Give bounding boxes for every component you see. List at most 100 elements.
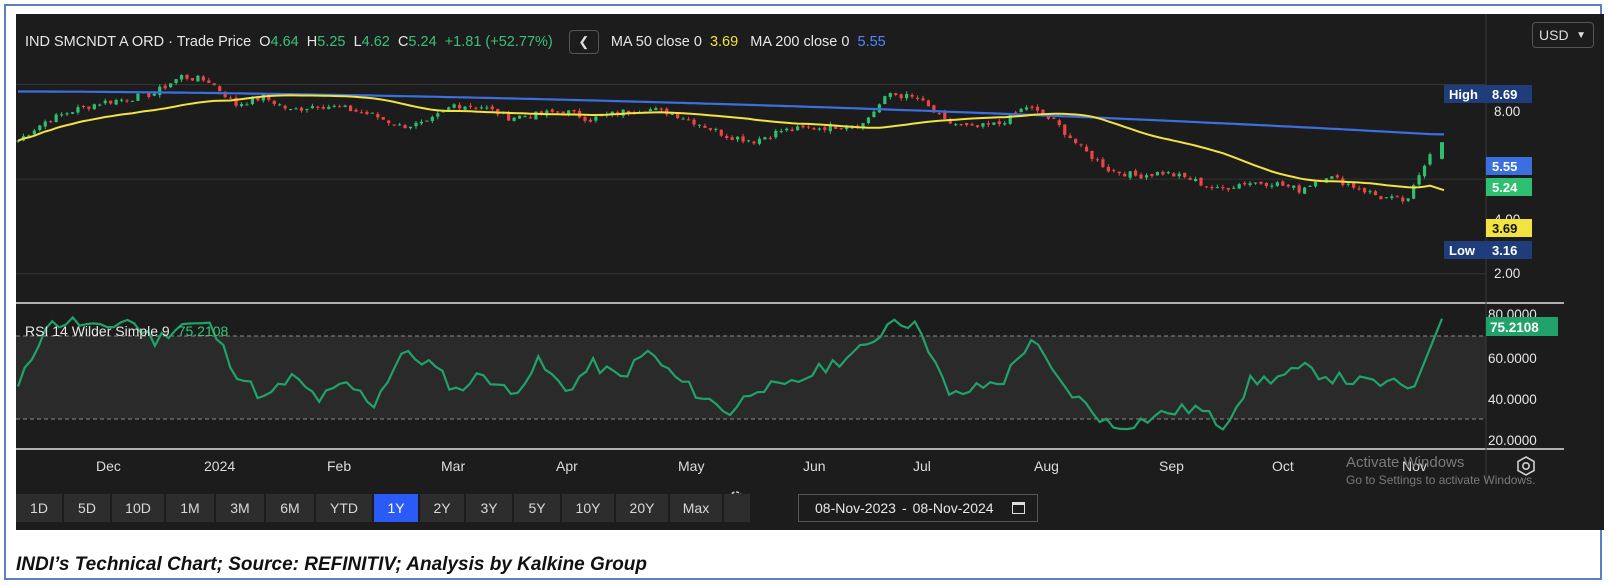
- rsi-label: RSI 14 Wilder Simple 9: [25, 323, 170, 339]
- candle: [834, 124, 838, 129]
- range-20y-button[interactable]: 20Y: [616, 494, 668, 522]
- candle: [697, 124, 702, 126]
- range-1m-button[interactable]: 1M: [166, 494, 214, 522]
- candle: [741, 136, 745, 142]
- candle: [92, 104, 96, 110]
- candle: [419, 121, 424, 124]
- candle: [1253, 182, 1258, 184]
- image-frame: 8.00 4.00 2.00 High 8.69 5.55 5.24 3.69 …: [4, 4, 1604, 580]
- instrument-title: IND SMCNDT A ORD · Trade Price: [25, 33, 252, 50]
- candle: [1292, 185, 1296, 188]
- candle: [370, 112, 374, 114]
- last-candle: [1440, 142, 1444, 159]
- candle: [1117, 171, 1121, 174]
- candle: [676, 113, 680, 119]
- candle: [1172, 173, 1176, 177]
- date-range-picker[interactable]: 08-Nov-2023-08-Nov-2024: [798, 494, 1038, 522]
- low-hdr-label: L: [353, 33, 362, 50]
- range-5y-button[interactable]: 5Y: [514, 494, 560, 522]
- candle: [812, 128, 816, 130]
- range-max-button[interactable]: Max: [670, 494, 722, 522]
- candle: [49, 121, 53, 123]
- candle: [316, 106, 320, 108]
- range-5d-button[interactable]: 5D: [64, 494, 110, 522]
- candle: [686, 119, 691, 121]
- candle: [910, 94, 914, 97]
- rsi-header: RSI 14 Wilder Simple 9 75.2108: [25, 323, 228, 339]
- currency-select[interactable]: USD ▼: [1532, 22, 1594, 48]
- candle: [479, 107, 483, 109]
- candle: [1090, 151, 1094, 159]
- candle: [768, 137, 772, 139]
- candle: [452, 104, 456, 108]
- x-label-2024: 2024: [204, 458, 235, 474]
- candle: [1123, 173, 1127, 177]
- calendar-icon[interactable]: [1012, 502, 1025, 514]
- candle: [468, 105, 473, 107]
- candle: [785, 128, 789, 131]
- candle: [119, 99, 124, 101]
- candle: [1401, 197, 1405, 202]
- candle: [981, 123, 985, 127]
- candle: [38, 125, 42, 131]
- candle: [414, 122, 418, 127]
- candle: [1155, 172, 1160, 176]
- low-value: 3.16: [1492, 243, 1517, 258]
- candle: [921, 98, 925, 101]
- date-to: 08-Nov-2024: [912, 500, 994, 516]
- candle: [310, 106, 314, 109]
- candle: [692, 119, 696, 125]
- open-value: 4.64: [270, 33, 299, 50]
- range-10y-button[interactable]: 10Y: [562, 494, 614, 522]
- candle: [430, 116, 434, 122]
- x-label-nov: Nov: [1402, 458, 1427, 474]
- chevron-left-icon: ❮: [578, 34, 590, 49]
- range-10d-button[interactable]: 10D: [112, 494, 164, 522]
- candle: [746, 140, 751, 142]
- candle: [294, 108, 298, 110]
- ma50-badge: [1486, 219, 1532, 237]
- candle: [774, 130, 778, 138]
- candle: [425, 120, 429, 122]
- candle: [670, 112, 674, 115]
- candle: [828, 123, 832, 132]
- candle: [997, 121, 1001, 125]
- range-ytd-button[interactable]: YTD: [316, 494, 372, 522]
- candle: [158, 86, 162, 96]
- low-label-badge: [1444, 241, 1486, 259]
- candle: [507, 112, 511, 121]
- range-3y-button[interactable]: 3Y: [466, 494, 512, 522]
- chart-settings-icon[interactable]: [1517, 456, 1535, 476]
- candle: [272, 100, 276, 105]
- high-label-badge: [1444, 85, 1486, 103]
- price-header: IND SMCNDT A ORD · Trade Price O4.64 H5.…: [25, 30, 886, 54]
- candle: [790, 129, 794, 131]
- candle: [1303, 187, 1307, 194]
- candle: [392, 124, 396, 126]
- change-value: +1.81 (+52.77%): [444, 33, 553, 50]
- candle: [387, 120, 391, 124]
- candle: [626, 110, 631, 114]
- range-settings-button[interactable]: [724, 494, 750, 522]
- high-hdr-label: H: [306, 33, 318, 50]
- candle: [1183, 172, 1187, 178]
- candle: [376, 113, 380, 118]
- range-6m-button[interactable]: 6M: [266, 494, 314, 522]
- candle: [1362, 188, 1367, 193]
- candle: [806, 126, 811, 128]
- candle: [218, 86, 222, 92]
- range-2y-button[interactable]: 2Y: [420, 494, 464, 522]
- candle: [1019, 108, 1023, 113]
- range-1d-button[interactable]: 1D: [16, 494, 62, 522]
- candle: [556, 111, 560, 113]
- candle: [305, 108, 309, 111]
- candle: [327, 106, 331, 109]
- candle: [229, 97, 233, 99]
- range-1y-button[interactable]: 1Y: [374, 494, 418, 522]
- collapse-legend-button[interactable]: ❮: [568, 30, 599, 54]
- candle: [1221, 187, 1225, 189]
- candle: [719, 129, 723, 136]
- candle: [1330, 176, 1334, 179]
- watermark-line1: Activate Windows: [1346, 454, 1465, 471]
- range-3m-button[interactable]: 3M: [216, 494, 264, 522]
